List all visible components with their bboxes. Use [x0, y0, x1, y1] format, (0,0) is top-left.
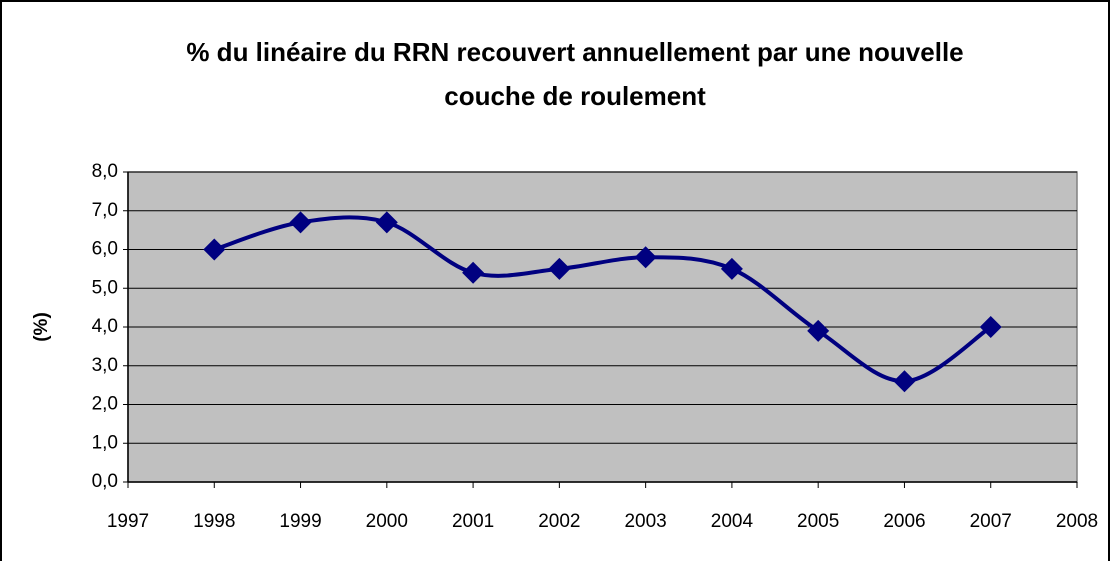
y-tick-label: 0,0: [92, 471, 118, 492]
series-line: [213, 215, 992, 384]
marker: [893, 370, 916, 393]
x-tick-label: 1998: [193, 511, 235, 532]
y-tick-label: 7,0: [92, 200, 118, 221]
marker: [203, 238, 226, 261]
x-tick-label: 2004: [711, 511, 754, 532]
x-tick-label: 2001: [452, 511, 494, 532]
marker: [807, 319, 830, 342]
marker: [634, 246, 657, 269]
x-tick-label: 2003: [624, 511, 666, 532]
marker: [462, 261, 485, 284]
chart-title: % du linéaire du RRN recouvert annuellem…: [186, 37, 964, 111]
marker: [548, 257, 571, 280]
y-tick-label: 3,0: [92, 355, 118, 376]
y-axis-label: (%): [31, 312, 52, 342]
y-tick-label: 1,0: [92, 432, 118, 453]
y-tick-label: 4,0: [92, 316, 118, 337]
y-tick-label: 2,0: [92, 394, 118, 415]
marker: [289, 211, 312, 234]
y-tick-label: 8,0: [92, 161, 118, 182]
x-tick-label: 2005: [797, 511, 839, 532]
x-tick-label: 2000: [366, 511, 408, 532]
marker: [375, 211, 398, 234]
marker: [979, 316, 1002, 338]
x-tick-label: 2006: [883, 511, 925, 532]
x-tick-label: 1997: [107, 511, 149, 532]
x-tick-label: 1999: [279, 511, 321, 532]
y-tick-label: 5,0: [92, 277, 118, 298]
x-tick-label: 2007: [970, 511, 1012, 532]
x-tick-label: 2002: [538, 511, 580, 532]
y-tick-label: 6,0: [92, 239, 118, 260]
x-tick-label: 2008: [1056, 511, 1098, 532]
marker: [720, 257, 743, 280]
